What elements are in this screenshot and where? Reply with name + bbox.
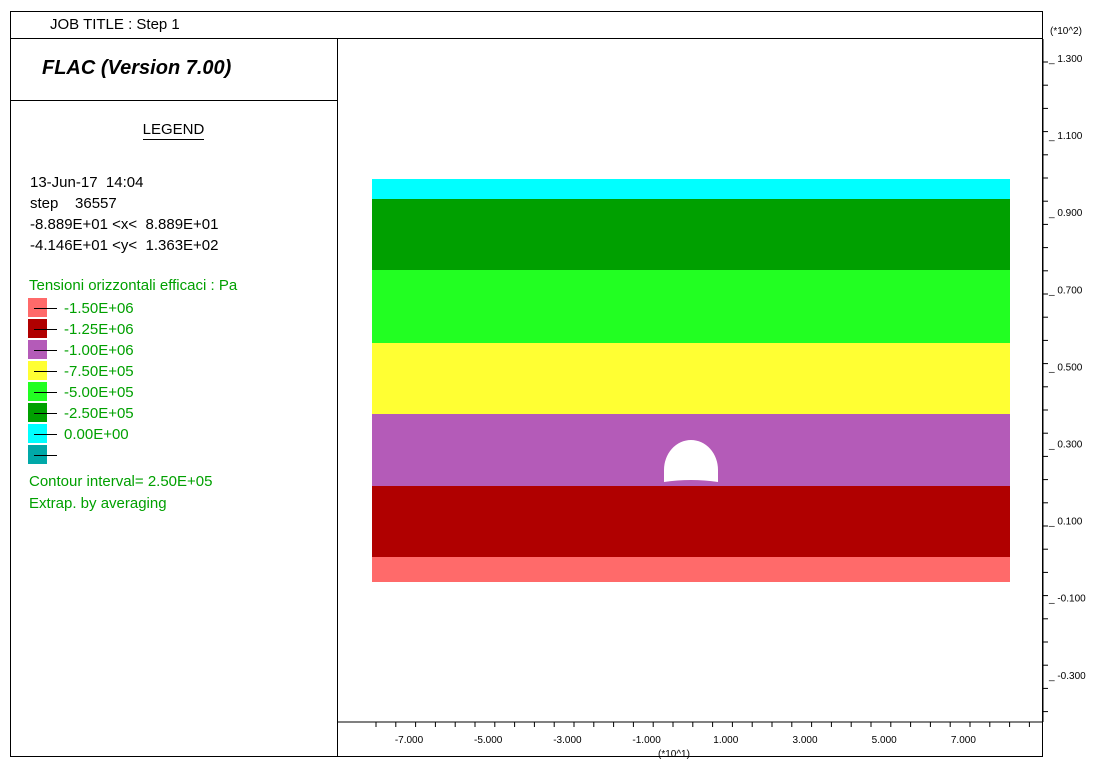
legend-tick [34, 371, 57, 372]
tunnel-cavity [664, 440, 718, 482]
legend-tick [34, 455, 57, 456]
x-tick-label: 3.000 [792, 735, 817, 746]
x-range: -8.889E+01 <x< 8.889E+01 [30, 216, 219, 233]
x-axis: -7.000 -5.000 -3.000 -1.000 1.000 3.000 5.000 7… [338, 721, 1043, 746]
legend-panel: FLAC (Version 7.00) LEGEND 13-Jun-17 14:… [10, 39, 338, 757]
legend-tick [34, 308, 57, 309]
legend-swatch [28, 340, 47, 359]
legend-swatch [28, 298, 47, 317]
legend-level-label: -1.25E+06 [64, 321, 134, 338]
run-date: 13-Jun-17 14:04 [30, 174, 144, 191]
legend-swatch [28, 445, 47, 464]
legend-swatch [28, 424, 47, 443]
x-tick-label: 1.000 [713, 735, 738, 746]
title-bar: JOB TITLE : Step 1 [10, 11, 1043, 39]
x-axis-multiplier: (*10^1) [658, 749, 690, 760]
x-tick-label: -3.000 [553, 735, 582, 746]
legend-title: LEGEND [142, 121, 205, 140]
legend-level-label: -5.00E+05 [64, 384, 134, 401]
y-axis-multiplier: (*10^2) [1050, 26, 1082, 37]
stress-band [372, 343, 1010, 414]
contour-title: Tensioni orizzontali efficaci : Pa [29, 277, 238, 294]
legend-level-label: -1.00E+06 [64, 342, 134, 359]
legend-level-label: -2.50E+05 [64, 405, 134, 422]
stress-band [372, 270, 1010, 343]
legend-swatch [28, 382, 47, 401]
legend-tick [34, 434, 57, 435]
version-box: FLAC (Version 7.00) [10, 39, 337, 101]
y-tick-label: _ 0.700 [1048, 285, 1083, 296]
y-axis: _ 1.300 _ 1.100 _ 0.900 _ 0.700 _ 0.500 _ 0.3… [1042, 39, 1086, 722]
stress-band [372, 179, 1010, 199]
stress-bands [372, 179, 1010, 582]
x-tick-label: -5.000 [474, 735, 503, 746]
legend-tick [34, 392, 57, 393]
legend-tick [34, 350, 57, 351]
y-tick-label: _ 0.500 [1048, 362, 1083, 373]
extrapolation-note: Extrap. by averaging [29, 495, 167, 512]
run-info: 13-Jun-17 14:04 step 36557 -8.889E+01 <x< … [30, 172, 219, 256]
legend-level-label: -1.50E+06 [64, 300, 134, 317]
stress-band [372, 557, 1010, 582]
legend-swatch [28, 319, 47, 338]
y-tick-label: _ -0.100 [1048, 594, 1086, 605]
tunnel-opening [664, 440, 718, 482]
job-title: JOB TITLE : Step 1 [50, 16, 180, 33]
y-tick-label: _ 1.100 [1048, 131, 1083, 142]
x-tick-label: -1.000 [632, 735, 661, 746]
software-version: FLAC (Version 7.00) [42, 57, 232, 79]
y-tick-label: _ 0.900 [1048, 208, 1083, 219]
legend-level-label: -7.50E+05 [64, 363, 134, 380]
y-range: -4.146E+01 <y< 1.363E+02 [30, 237, 219, 254]
stress-band [372, 486, 1010, 557]
y-tick-label: _ 0.300 [1048, 440, 1083, 451]
y-tick-label: _ 1.300 [1048, 54, 1083, 65]
x-tick-label: 5.000 [872, 735, 897, 746]
x-tick-label: -7.000 [395, 735, 424, 746]
y-tick-label: _ 0.100 [1048, 517, 1083, 528]
x-tick-label: 7.000 [951, 735, 976, 746]
step-count: step 36557 [30, 195, 117, 212]
y-tick-label: _ -0.300 [1048, 671, 1086, 682]
legend-tick [34, 413, 57, 414]
stress-band [372, 199, 1010, 270]
legend-swatch [28, 361, 47, 380]
legend-level-label: 0.00E+00 [64, 426, 129, 443]
contour-interval: Contour interval= 2.50E+05 [29, 473, 213, 490]
legend-swatch [28, 403, 47, 422]
legend-tick [34, 329, 57, 330]
